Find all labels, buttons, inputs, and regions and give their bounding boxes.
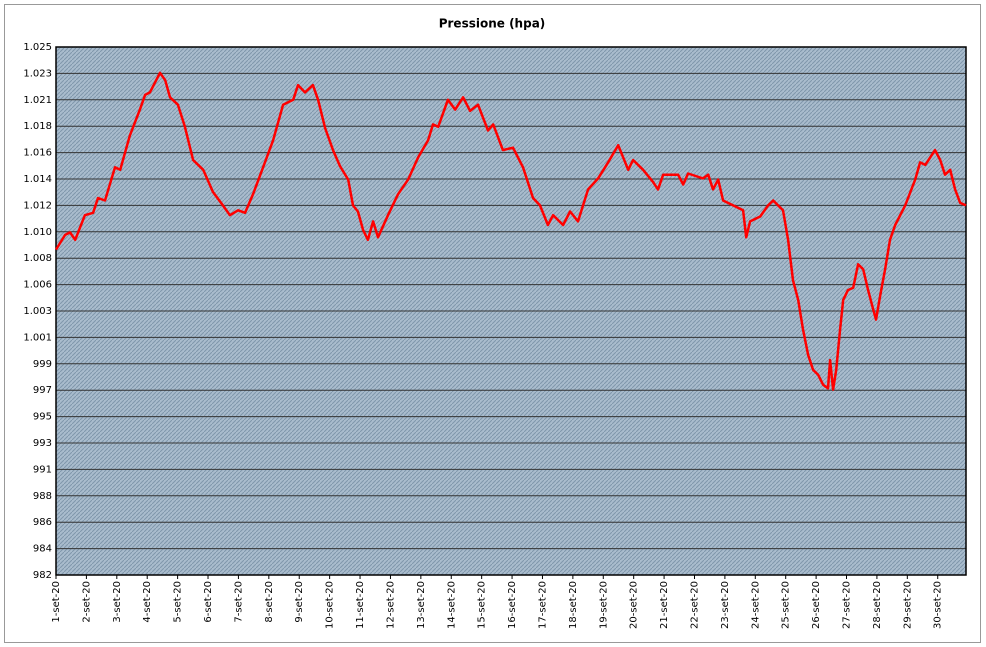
x-tick-label: 4-set-20 [142,581,153,623]
y-tick-label: 1.023 [23,68,52,79]
y-tick-label: 1.025 [23,42,52,53]
x-tick-label: 18-set-20 [568,581,579,629]
x-tick-label: 6-set-20 [203,581,214,623]
x-tick-label: 8-set-20 [264,581,275,623]
y-tick-label: 1.010 [23,227,52,238]
x-tick-label: 29-set-20 [902,581,913,629]
y-tick-label: 1.018 [23,121,52,132]
x-tick-label: 30-set-20 [933,581,944,629]
y-tick-label: 991 [33,464,52,475]
x-tick-label: 16-set-20 [507,581,518,629]
x-tick-label: 27-set-20 [842,581,853,629]
y-tick-label: 1.021 [23,95,52,106]
x-tick-label: 13-set-20 [416,581,427,629]
x-tick-label: 1-set-20 [51,581,62,623]
y-tick-label: 988 [33,491,52,502]
x-tick-label: 28-set-20 [872,581,883,629]
y-tick-label: 1.012 [23,200,52,211]
chart-title: Pressione (hpa) [439,17,546,31]
y-tick-label: 982 [33,570,52,581]
pressure-line [54,71,967,391]
x-tick-label: 7-set-20 [233,581,244,623]
x-tick-label: 11-set-20 [355,581,366,629]
y-tick-label: 1.016 [23,148,52,159]
y-tick-label: 1.014 [23,174,52,185]
y-tick-label: 993 [33,438,52,449]
x-tick-label: 17-set-20 [537,581,548,629]
y-tick-label: 1.006 [23,280,52,291]
x-tick-label: 12-set-20 [385,581,396,629]
x-tick-label: 24-set-20 [750,581,761,629]
x-tick-label: 15-set-20 [477,581,488,629]
x-tick-label: 26-set-20 [811,581,822,629]
x-tick-label: 23-set-20 [720,581,731,629]
y-tick-label: 986 [33,517,52,528]
y-tick-label: 984 [33,544,52,555]
y-tick-label: 1.001 [23,332,52,343]
x-tick-label: 2-set-20 [81,581,92,623]
y-tick-label: 1.008 [23,253,52,264]
y-tick-label: 1.003 [23,306,52,317]
x-tick-label: 25-set-20 [781,581,792,629]
x-tick-label: 20-set-20 [629,581,640,629]
x-tick-label: 10-set-20 [325,581,336,629]
x-tick-label: 14-set-20 [446,581,457,629]
plot-border [55,46,967,576]
y-tick-label: 999 [33,359,52,370]
x-tick-label: 5-set-20 [173,581,184,623]
x-tick-label: 3-set-20 [112,581,123,623]
y-tick-label: 995 [33,412,52,423]
y-tick-label: 997 [33,385,52,396]
x-tick-label: 22-set-20 [689,581,700,629]
x-tick-label: 21-set-20 [659,581,670,629]
x-tick-label: 9-set-20 [294,581,305,623]
x-tick-label: 19-set-20 [598,581,609,629]
